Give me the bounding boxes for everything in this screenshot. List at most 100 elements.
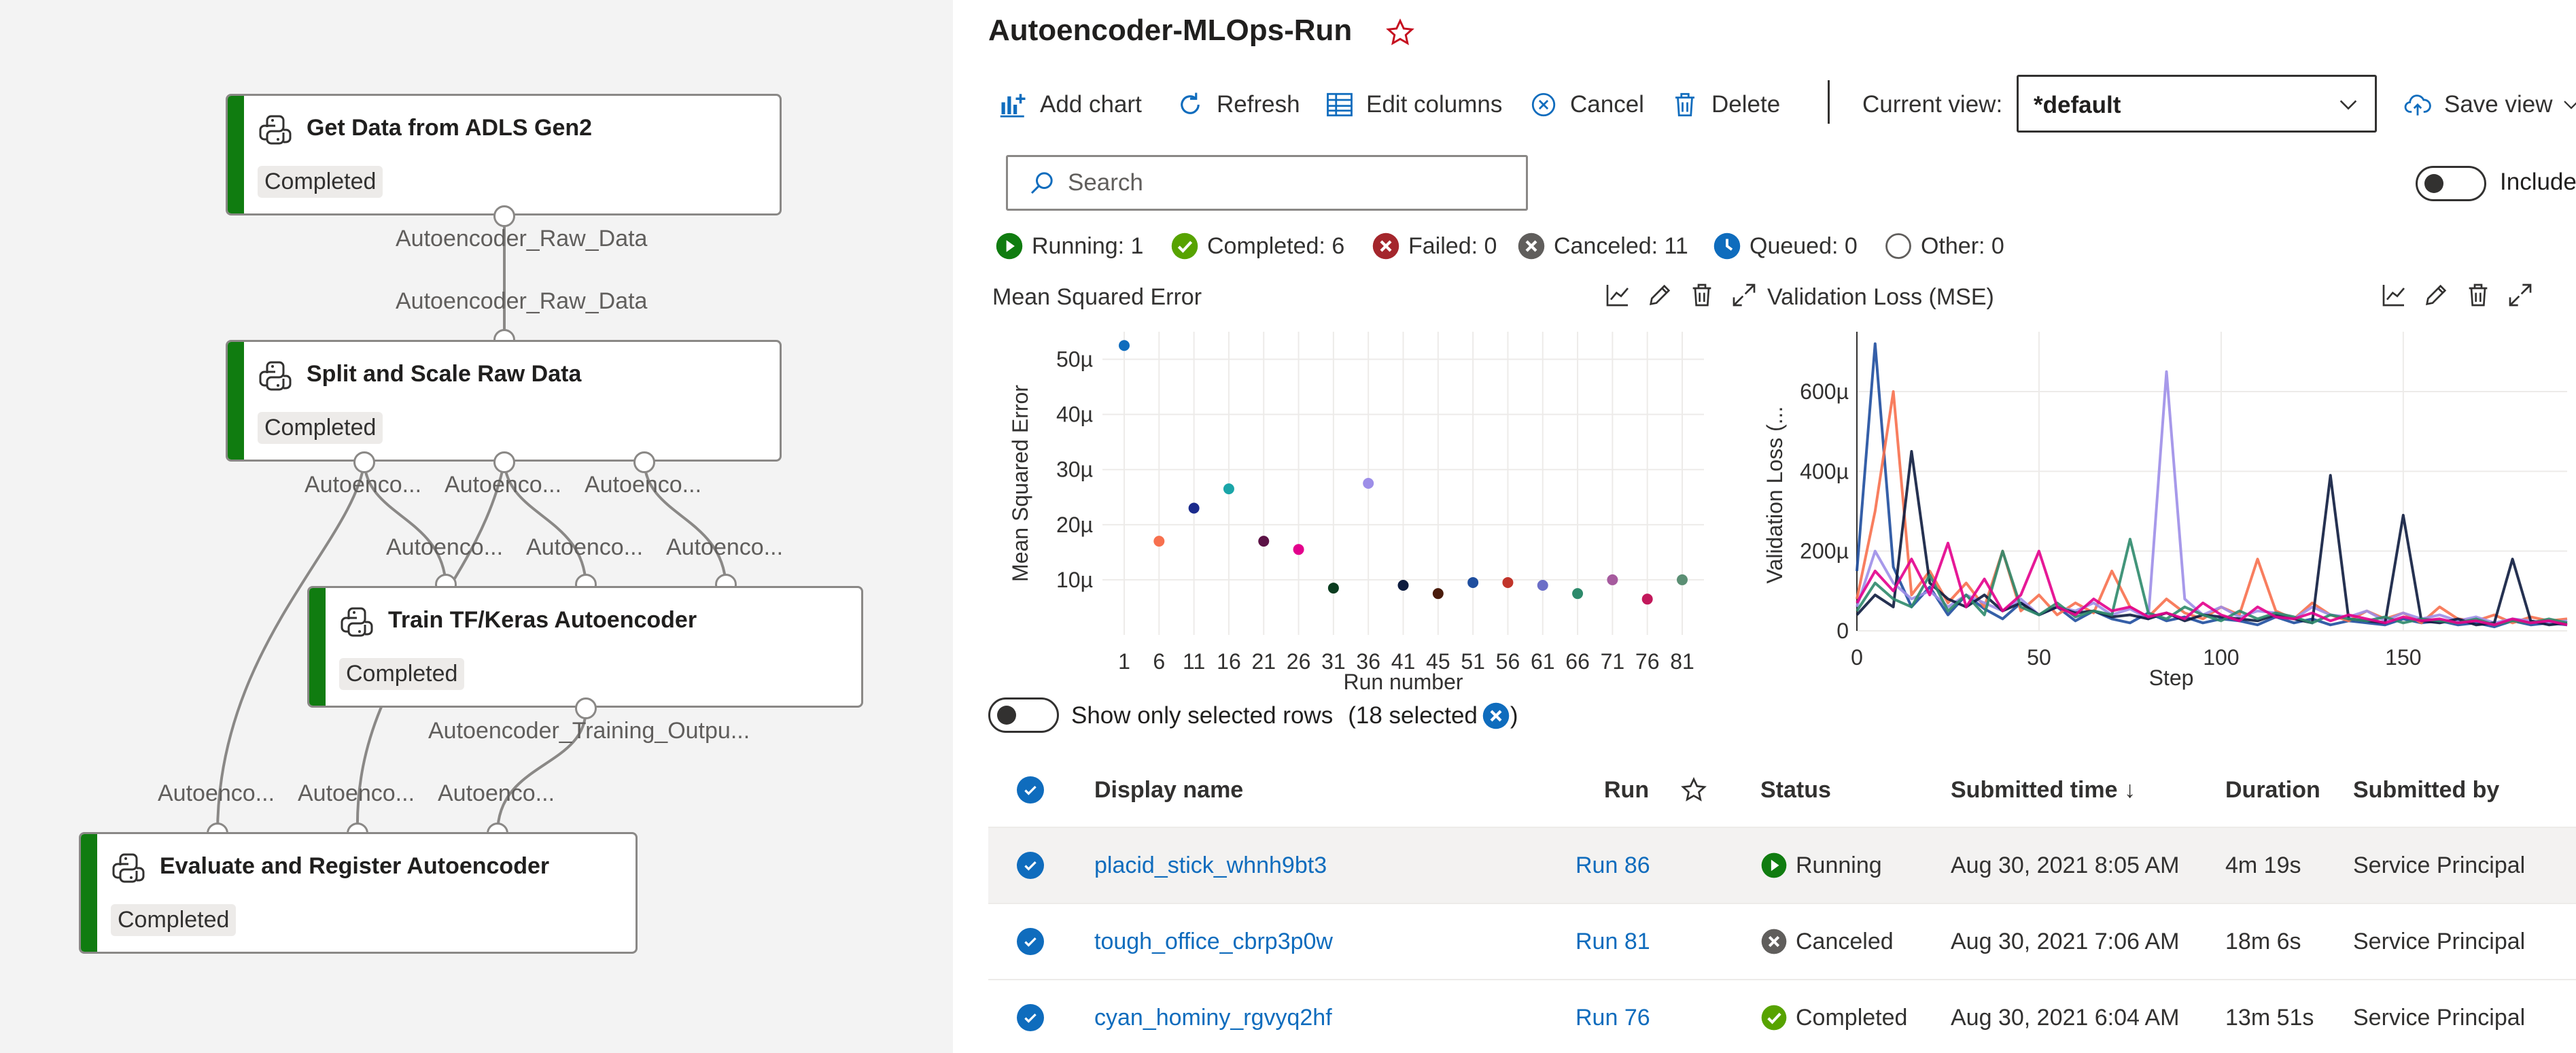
python-icon	[341, 607, 373, 637]
column-submitted-by[interactable]: Submitted by	[2353, 776, 2500, 803]
submitted-time: Aug 30, 2021 7:06 AM	[1951, 928, 2180, 954]
column-submitted-time[interactable]: Submitted time ↓	[1951, 776, 2136, 803]
status-filter-running[interactable]: Running: 1	[995, 228, 1143, 264]
check-icon	[1024, 1013, 1037, 1023]
run-link[interactable]: Run 76	[1576, 1004, 1650, 1031]
data-point	[1537, 580, 1548, 591]
add-chart-button[interactable]: Add chart	[999, 86, 1142, 124]
edge-split2-to-train2	[503, 462, 587, 585]
row-checkbox[interactable]	[1017, 828, 1044, 903]
column-display-name[interactable]: Display name	[1094, 776, 1244, 803]
chart-actions	[2380, 281, 2534, 309]
selected-count-close: )	[1510, 702, 1518, 729]
status-filter-failed[interactable]: Failed: 0	[1372, 228, 1497, 264]
select-all-checkbox[interactable]	[1017, 753, 1044, 827]
cancel-button[interactable]: Cancel	[1529, 86, 1644, 124]
status-filter-label: Failed: 0	[1408, 232, 1497, 259]
other-icon	[1885, 233, 1911, 259]
node-get-data[interactable]: Get Data from ADLS Gen2 Completed	[226, 94, 782, 215]
x-tick-label: 6	[1153, 649, 1165, 674]
output-port[interactable]	[493, 451, 515, 473]
add-chart-label: Add chart	[1040, 91, 1142, 118]
node-train-autoencoder[interactable]: Train TF/Keras Autoencoder Completed	[307, 586, 863, 708]
node-split-scale[interactable]: Split and Scale Raw Data Completed	[226, 340, 782, 462]
trash-icon[interactable]	[2465, 281, 2492, 309]
status-text: Completed	[1796, 1004, 1908, 1031]
trash-icon[interactable]	[1688, 281, 1716, 309]
status-filter-canceled[interactable]: Canceled: 11	[1517, 228, 1688, 264]
table-row[interactable]: tough_office_cbrp3p0w Run 81 Canceled Au…	[988, 904, 2576, 980]
display-name-link[interactable]: cyan_hominy_rgvyq2hf	[1094, 1004, 1332, 1031]
submitted-by: Service Principal	[2353, 1004, 2526, 1031]
table-row[interactable]: cyan_hominy_rgvyq2hf Run 76 Completed Au…	[988, 980, 2576, 1053]
output-port[interactable]	[575, 697, 597, 719]
completed-icon	[1761, 1005, 1787, 1031]
row-checkbox[interactable]	[1017, 980, 1044, 1053]
y-tick-label: 30µ	[1056, 458, 1093, 482]
canceled-icon	[1518, 232, 1545, 260]
row-checkbox[interactable]	[1017, 904, 1044, 979]
star-icon[interactable]	[1385, 18, 1415, 48]
x-tick-label: 36	[1356, 649, 1380, 674]
x-axis-label: Step	[2149, 666, 2194, 690]
port-label: Autoencoder_Raw_Data	[396, 226, 648, 252]
refresh-button[interactable]: Refresh	[1176, 86, 1300, 124]
y-axis-label: Mean Squared Error	[1008, 385, 1032, 582]
table-row[interactable]: placid_stick_whnh9bt3 Run 86 Running Aug…	[988, 828, 2576, 904]
node-title: Split and Scale Raw Data	[307, 361, 582, 387]
node-evaluate-register[interactable]: Evaluate and Register Autoencoder Comple…	[79, 832, 638, 954]
status-filter-queued[interactable]: Queued: 0	[1713, 228, 1858, 264]
data-point	[1363, 478, 1374, 489]
favorite-column[interactable]	[1680, 753, 1707, 827]
mse-scatter-chart[interactable]: 1 6 11 16 21 26 31 36 41 45 51 56 61 66 71 76 8110µ20µ30…	[973, 326, 1721, 700]
edit-icon[interactable]	[2422, 281, 2450, 309]
clear-selection-icon[interactable]	[1482, 702, 1510, 730]
column-run[interactable]: Run	[1604, 776, 1650, 803]
expand-icon[interactable]	[1730, 281, 1758, 309]
port-label: Autoencoder_Training_Outpu...	[428, 718, 750, 744]
running-icon	[1761, 852, 1787, 878]
save-view-label: Save view	[2444, 91, 2553, 118]
search-input[interactable]: Search	[1006, 155, 1528, 211]
delete-label: Delete	[1711, 91, 1781, 118]
output-port[interactable]	[633, 451, 655, 473]
port-label: Autoenco...	[438, 780, 555, 806]
show-selected-toggle[interactable]	[988, 697, 1059, 733]
edit-icon[interactable]	[1646, 281, 1673, 309]
refresh-label: Refresh	[1217, 91, 1300, 118]
data-point	[1188, 502, 1200, 514]
expand-icon[interactable]	[2507, 281, 2534, 309]
save-view-button[interactable]: Save view	[2403, 86, 2576, 124]
output-port[interactable]	[493, 205, 515, 227]
output-port[interactable]	[353, 451, 375, 473]
line-chart-icon[interactable]	[1604, 281, 1631, 309]
line-chart-icon[interactable]	[2380, 281, 2407, 309]
include-toggle[interactable]	[2416, 166, 2486, 201]
column-status[interactable]: Status	[1760, 776, 1831, 803]
x-tick-label: 50	[2027, 645, 2051, 670]
chart-title: Mean Squared Error	[992, 284, 1202, 310]
status-text: Canceled	[1796, 928, 1894, 954]
delete-button[interactable]: Delete	[1671, 86, 1780, 124]
data-point	[1223, 483, 1234, 495]
edge-split1-to-eval1	[216, 462, 366, 834]
display-name-link[interactable]: tough_office_cbrp3p0w	[1094, 928, 1333, 954]
node-status: Completed	[258, 412, 383, 444]
current-view-dropdown[interactable]: *default	[2017, 75, 2377, 133]
validation-loss-chart[interactable]: 0 50 100 150 0 200µ 400µ 600µ Step Validation Los…	[1755, 326, 2576, 700]
x-tick-label: 26	[1287, 649, 1311, 674]
status-filter-completed[interactable]: Completed: 6	[1170, 228, 1344, 264]
x-tick-label: 51	[1461, 649, 1485, 674]
run-link[interactable]: Run 81	[1576, 928, 1650, 954]
x-tick-label: 0	[1851, 645, 1863, 670]
run-link[interactable]: Run 86	[1576, 852, 1650, 878]
python-icon	[112, 853, 145, 883]
status-filter-label: Running: 1	[1032, 232, 1144, 259]
pipeline-canvas[interactable]: Get Data from ADLS Gen2 Completed Autoen…	[0, 0, 953, 1053]
display-name-link[interactable]: placid_stick_whnh9bt3	[1094, 852, 1327, 878]
y-tick-label: 10µ	[1056, 568, 1093, 592]
status-filter-other[interactable]: Other: 0	[1884, 228, 2004, 264]
column-duration[interactable]: Duration	[2225, 776, 2320, 803]
port-label: Autoenco...	[445, 472, 562, 498]
edit-columns-button[interactable]: Edit columns	[1325, 86, 1502, 124]
